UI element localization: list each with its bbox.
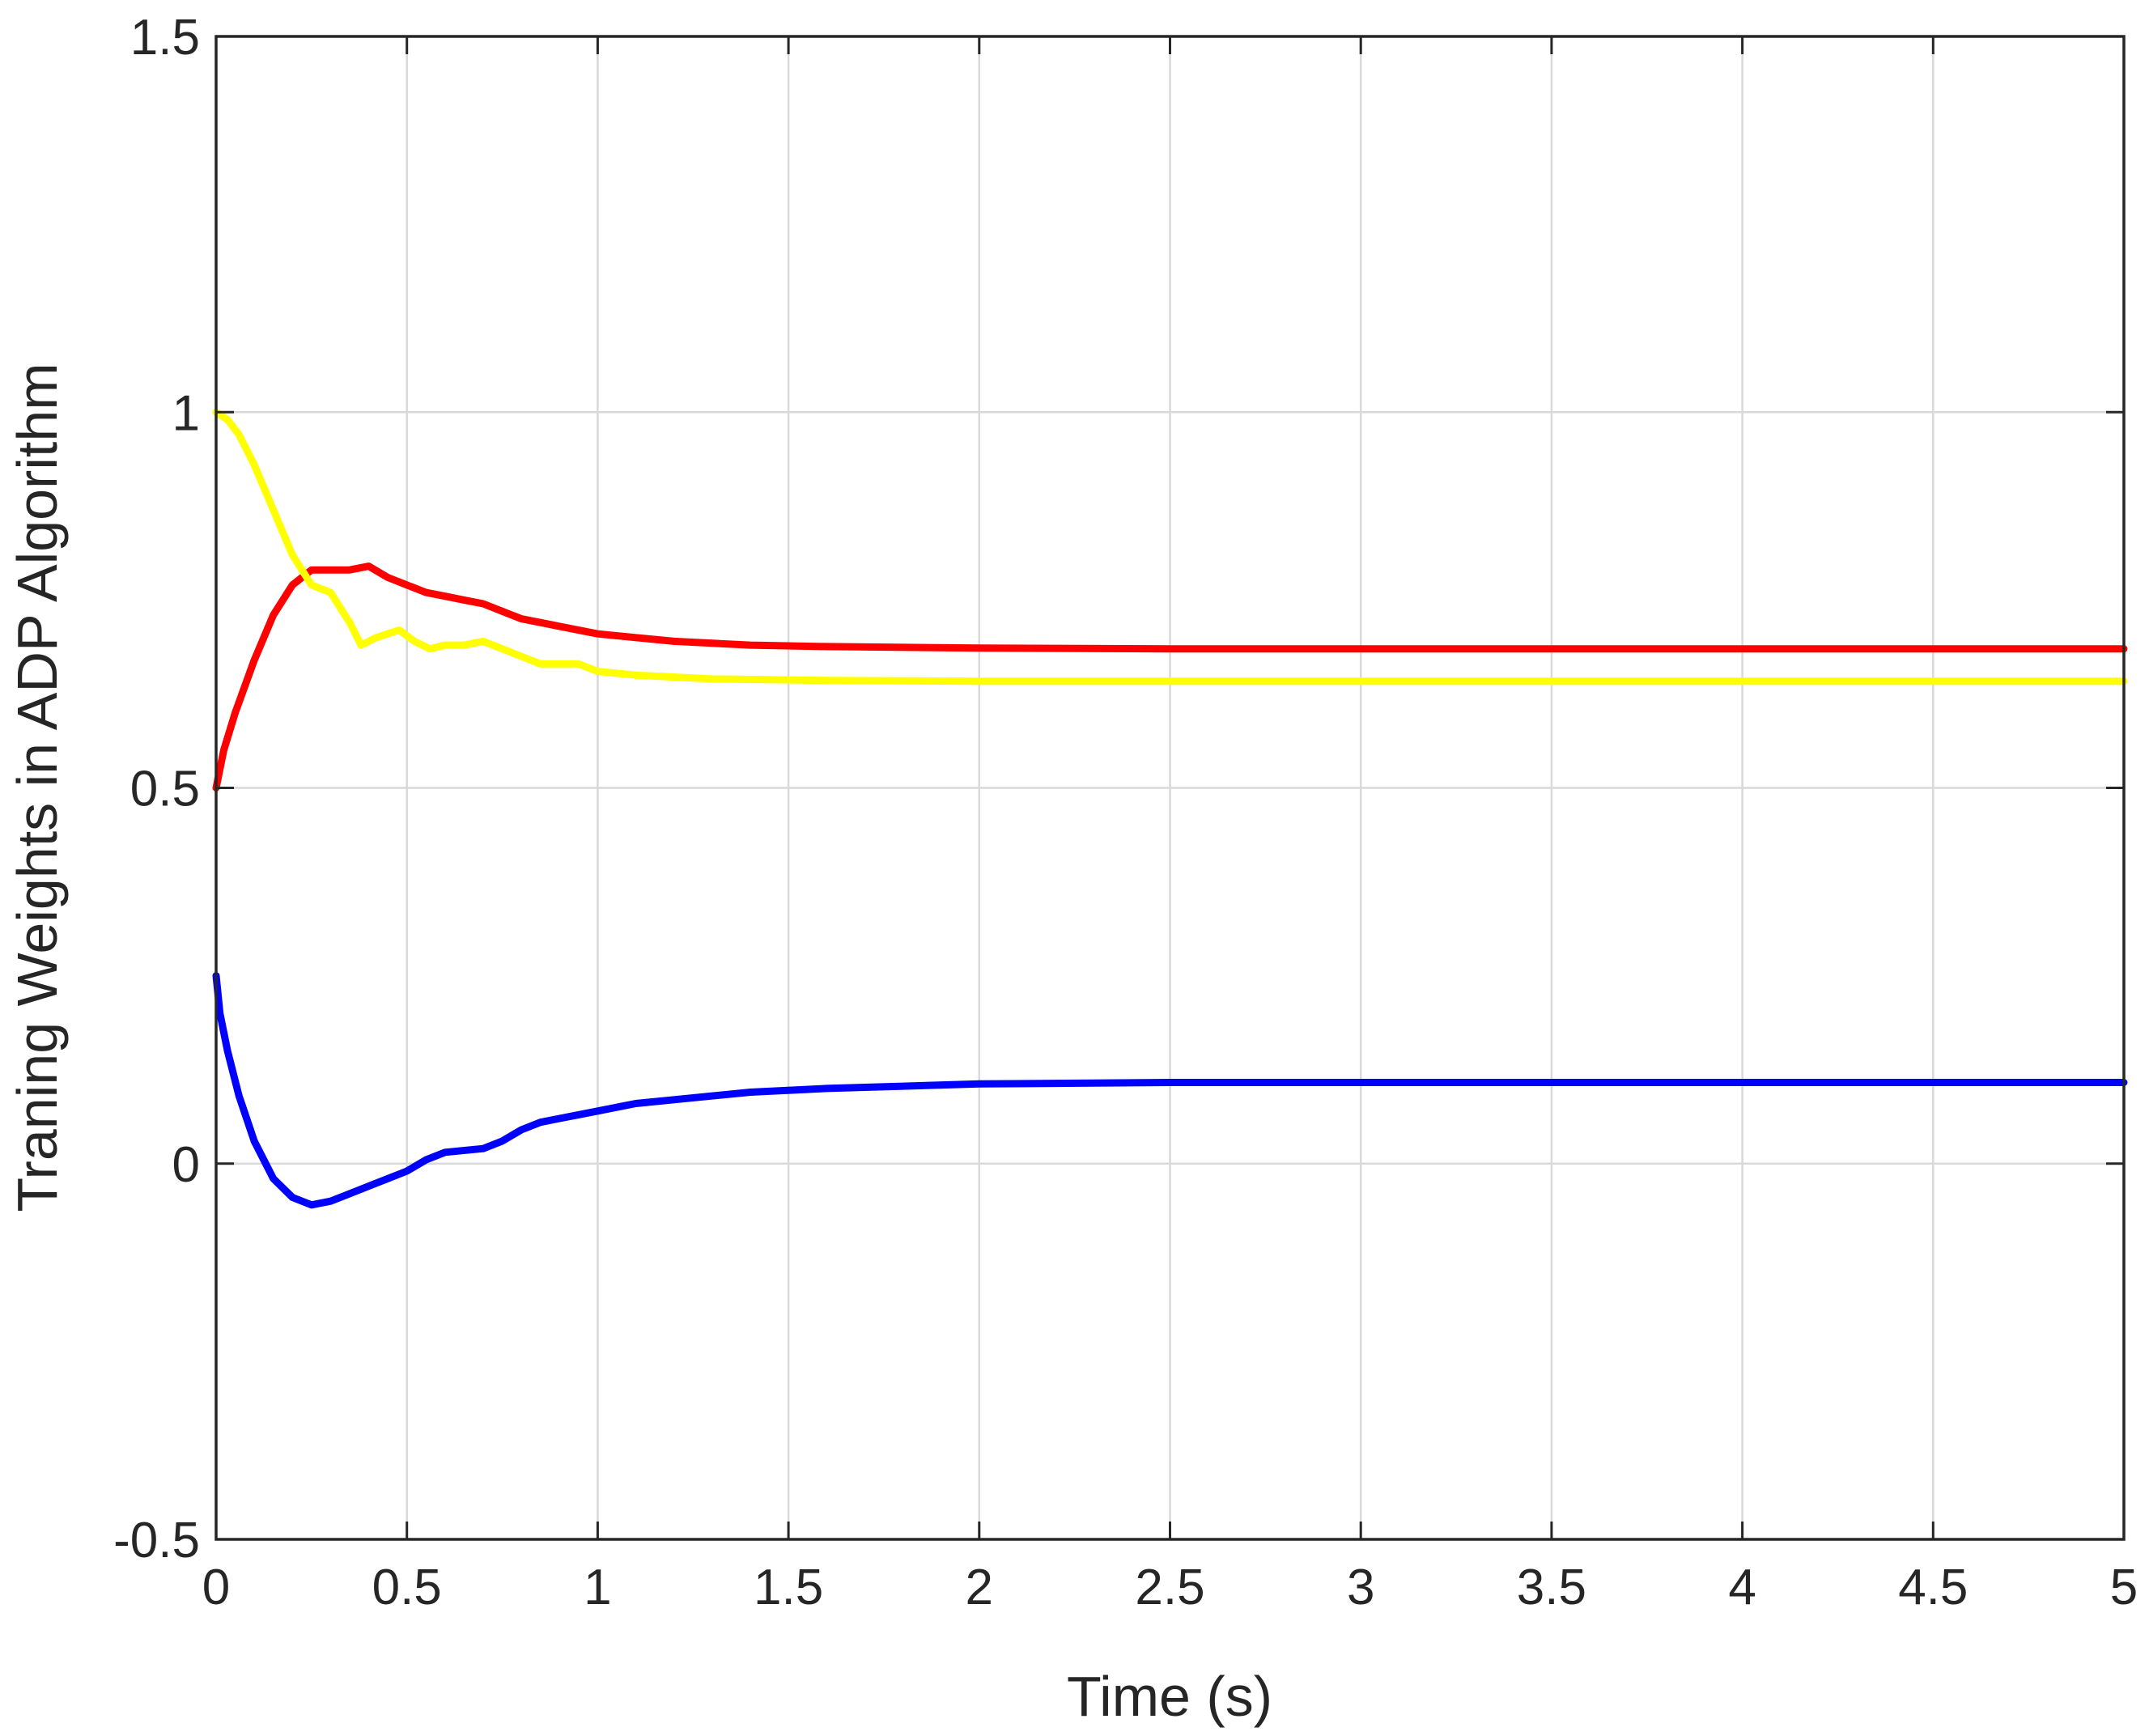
x-tick-label: 0	[202, 1560, 230, 1615]
series-group	[212, 408, 2128, 1209]
grid	[216, 36, 2124, 1539]
tick-marks	[214, 35, 2126, 1541]
x-axis-label: Time (s)	[1067, 1665, 1272, 1728]
x-tick-labels: 0 0.5 1 1.5 2 2.5 3 3.5 4 4.5 5	[202, 1560, 2138, 1615]
y-tick-label: 1.5	[130, 10, 200, 66]
y-axis-label: Traning Weights in ADP Algorithm	[6, 363, 69, 1212]
x-tick-label: 4	[1728, 1560, 1756, 1615]
x-tick-label: 1.5	[754, 1560, 823, 1615]
x-tick-label: 0.5	[372, 1560, 442, 1615]
x-tick-label: 5	[2110, 1560, 2138, 1615]
series-line-1	[212, 562, 2128, 792]
x-tick-label: 3	[1347, 1560, 1374, 1615]
series-line-3	[212, 972, 2128, 1209]
y-tick-labels: -0.5 0 0.5 1 1.5	[113, 10, 200, 1568]
x-tick-label: 4.5	[1898, 1560, 1968, 1615]
x-tick-label: 1	[584, 1560, 611, 1615]
series-line-2	[212, 408, 2128, 685]
y-tick-label: 1	[172, 385, 200, 441]
x-tick-label: 2	[966, 1560, 993, 1615]
y-tick-label: -0.5	[113, 1513, 200, 1568]
x-tick-label: 2.5	[1135, 1560, 1204, 1615]
x-tick-label: 3.5	[1517, 1560, 1586, 1615]
y-tick-label: 0.5	[130, 762, 200, 817]
y-tick-label: 0	[172, 1137, 200, 1193]
